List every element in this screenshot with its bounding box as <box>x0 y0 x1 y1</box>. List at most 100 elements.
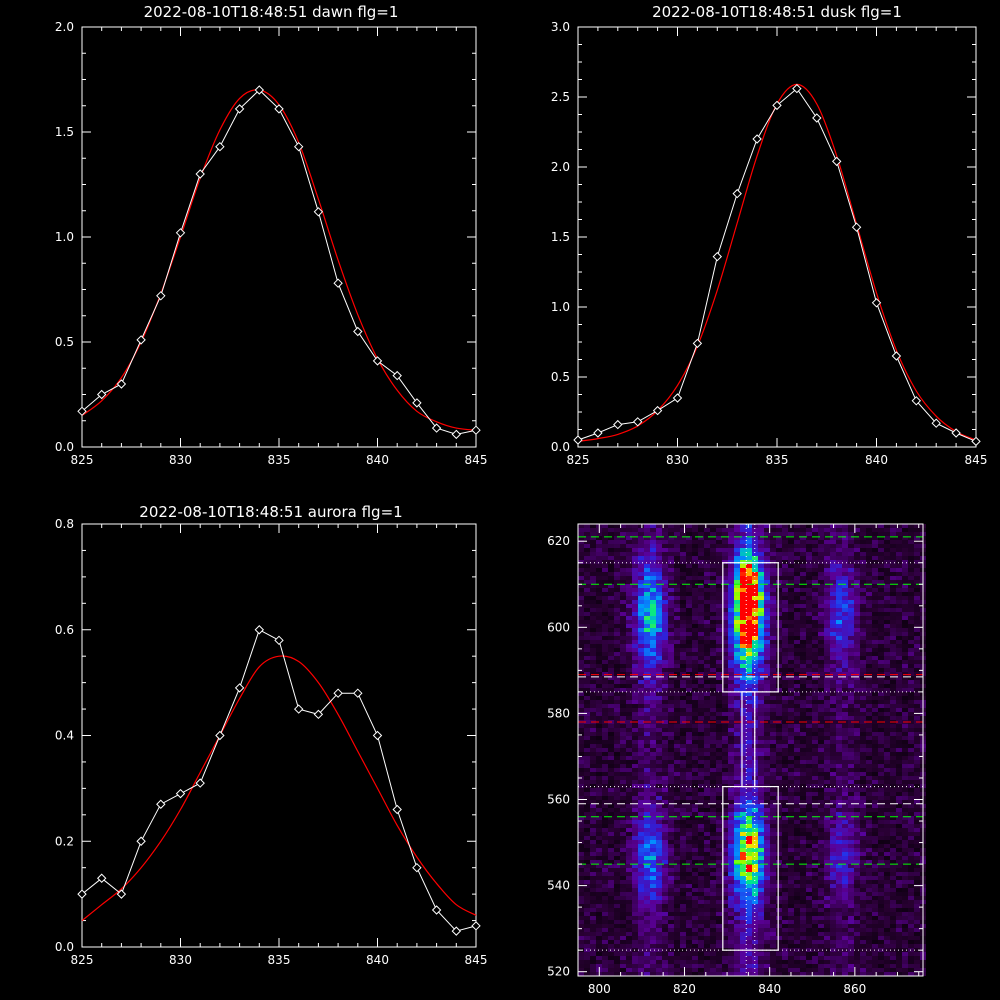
heatmap-cell <box>602 664 608 668</box>
heatmap-cell <box>806 808 812 812</box>
heatmap-cell <box>620 888 626 892</box>
heatmap-cell <box>818 672 824 676</box>
heatmap-cell <box>602 908 608 912</box>
heatmap-cell <box>806 612 812 616</box>
heatmap-cell <box>758 880 764 884</box>
heatmap-cell <box>704 668 710 672</box>
heatmap-cell <box>596 692 602 696</box>
heatmap-cell <box>800 632 806 636</box>
heatmap-cell <box>644 580 650 584</box>
heatmap-cell <box>722 756 728 760</box>
heatmap-cell <box>818 632 824 636</box>
heatmap-cell <box>800 696 806 700</box>
heatmap-cell <box>584 968 590 972</box>
heatmap-cell <box>788 768 794 772</box>
heatmap-cell <box>602 768 608 772</box>
heatmap-cell <box>608 932 614 936</box>
heatmap-cell <box>704 724 710 728</box>
heatmap-cell <box>620 860 626 864</box>
heatmap-cell <box>782 732 788 736</box>
heatmap-cell <box>632 936 638 940</box>
heatmap-cell <box>806 904 812 908</box>
heatmap-cell <box>728 876 734 880</box>
heatmap-cell <box>728 692 734 696</box>
heatmap-cell <box>764 924 770 928</box>
heatmap-cell <box>758 920 764 924</box>
heatmap-cell <box>608 828 614 832</box>
heatmap-cell <box>644 792 650 796</box>
heatmap-cell <box>662 800 668 804</box>
heatmap-cell <box>608 636 614 640</box>
heatmap-cell <box>590 800 596 804</box>
heatmap-cell <box>674 696 680 700</box>
heatmap-cell <box>614 852 620 856</box>
heatmap-cell <box>770 580 776 584</box>
heatmap-cell <box>722 528 728 532</box>
heatmap-cell <box>596 960 602 964</box>
heatmap-cell <box>770 676 776 680</box>
heatmap-cell <box>632 760 638 764</box>
heatmap-cell <box>758 936 764 940</box>
heatmap-cell <box>770 688 776 692</box>
heatmap-cell <box>680 556 686 560</box>
heatmap-cell <box>614 916 620 920</box>
heatmap-cell <box>710 836 716 840</box>
heatmap-cell <box>806 660 812 664</box>
heatmap-cell <box>800 740 806 744</box>
heatmap-cell <box>578 756 584 760</box>
heatmap-cell <box>632 576 638 580</box>
heatmap-cell <box>782 852 788 856</box>
heatmap-cell <box>608 884 614 888</box>
heatmap-cell <box>602 880 608 884</box>
data-point-marker <box>792 83 802 94</box>
heatmap-cell <box>764 664 770 668</box>
heatmap-cell <box>650 608 656 612</box>
heatmap-cell <box>716 824 722 828</box>
heatmap-cell <box>668 740 674 744</box>
heatmap-cell <box>602 944 608 948</box>
heatmap-cell <box>704 968 710 972</box>
heatmap-cell <box>674 924 680 928</box>
heatmap-cell <box>752 940 758 944</box>
heatmap-cell <box>650 852 656 856</box>
heatmap-cell <box>752 532 758 536</box>
heatmap-cell <box>584 868 590 872</box>
heatmap-cell <box>770 684 776 688</box>
heatmap-cell <box>650 544 656 548</box>
heatmap-cell <box>626 952 632 956</box>
heatmap-cell <box>788 656 794 660</box>
heatmap-cell <box>620 644 626 648</box>
heatmap-cell <box>644 852 650 856</box>
heatmap-cell <box>740 572 746 576</box>
heatmap-cell <box>644 796 650 800</box>
heatmap-cell <box>680 792 686 796</box>
heatmap-cell <box>626 592 632 596</box>
heatmap-cell <box>668 680 674 684</box>
heatmap-cell <box>764 848 770 852</box>
heatmap-cell <box>740 828 746 832</box>
heatmap-cell <box>800 748 806 752</box>
heatmap-cell <box>794 540 800 544</box>
heatmap-cell <box>752 856 758 860</box>
heatmap-cell <box>692 648 698 652</box>
heatmap-cell <box>740 568 746 572</box>
heatmap-cell <box>638 524 644 528</box>
heatmap-cell <box>614 936 620 940</box>
heatmap-cell <box>656 528 662 532</box>
heatmap-cell <box>602 668 608 672</box>
heatmap-cell <box>620 684 626 688</box>
heatmap-cell <box>590 864 596 868</box>
heatmap-cell <box>776 664 782 668</box>
heatmap-cell <box>632 892 638 896</box>
heatmap-cell <box>620 892 626 896</box>
heatmap-cell <box>620 604 626 608</box>
heatmap-cell <box>680 592 686 596</box>
heatmap-cell <box>716 808 722 812</box>
heatmap-cell <box>656 664 662 668</box>
heatmap-cell <box>698 540 704 544</box>
data-point-marker <box>672 393 683 403</box>
heatmap-cell <box>800 904 806 908</box>
heatmap-cell <box>620 956 626 960</box>
heatmap-cell <box>806 804 812 808</box>
heatmap-cell <box>746 544 752 548</box>
